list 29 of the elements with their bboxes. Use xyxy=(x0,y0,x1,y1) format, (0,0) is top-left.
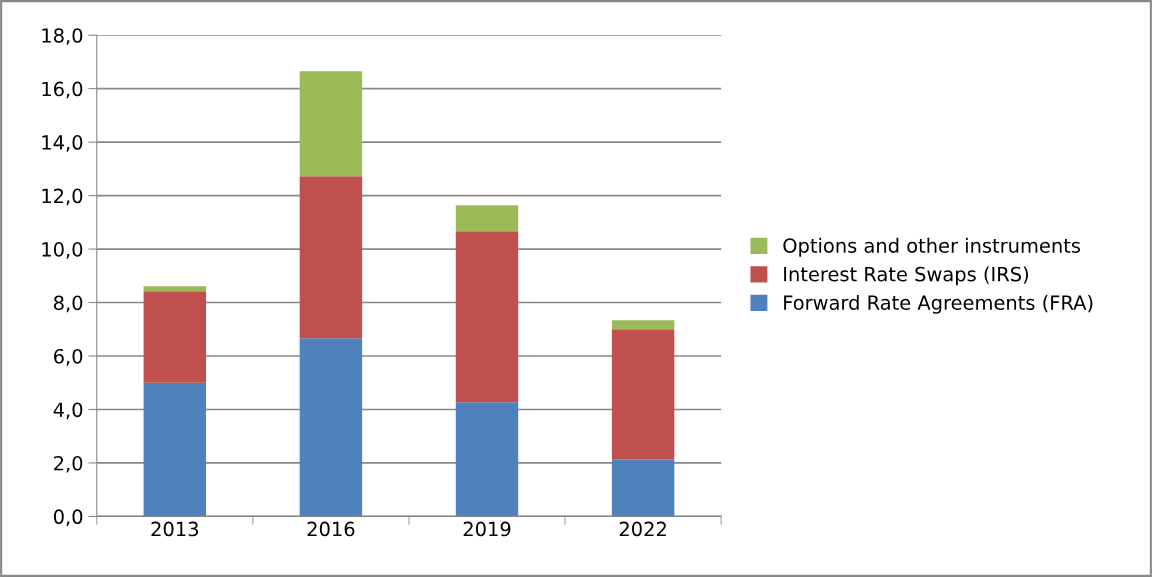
x-tick-label: 2022 xyxy=(619,521,666,537)
bar xyxy=(299,338,363,517)
y-tick-label: 16,0 xyxy=(42,81,83,99)
y-tick-label: 4,0 xyxy=(53,402,83,420)
bar xyxy=(143,286,207,292)
legend-label: Interest Rate Swaps (IRS) xyxy=(784,266,1029,286)
bar xyxy=(455,231,519,403)
y-tick-label: 0,0 xyxy=(53,509,83,527)
bar xyxy=(611,329,675,460)
y-tick-label: 12,0 xyxy=(42,188,83,206)
bar xyxy=(143,382,207,517)
bar xyxy=(143,291,207,383)
x-tick-label: 2019 xyxy=(463,521,511,537)
y-tick-label: 18,0 xyxy=(42,28,83,45)
y-tick-label: 14,0 xyxy=(42,135,83,152)
y-tick-label: 8,0 xyxy=(53,295,83,313)
bar xyxy=(299,176,363,339)
legend-label: Options and other instruments xyxy=(783,237,1081,257)
bar xyxy=(455,402,519,517)
y-tick-label: 2,0 xyxy=(54,455,83,473)
y-tick-label: 10,0 xyxy=(42,242,83,259)
bar xyxy=(611,320,675,330)
bar xyxy=(611,459,675,517)
bar xyxy=(299,71,363,177)
legend-label: Forward Rate Agreements (FRA) xyxy=(784,294,1093,314)
bar xyxy=(455,205,519,232)
x-tick-label: 2013 xyxy=(151,521,198,537)
y-tick-label: 6,0 xyxy=(54,348,83,366)
x-tick-label: 2016 xyxy=(307,521,355,537)
